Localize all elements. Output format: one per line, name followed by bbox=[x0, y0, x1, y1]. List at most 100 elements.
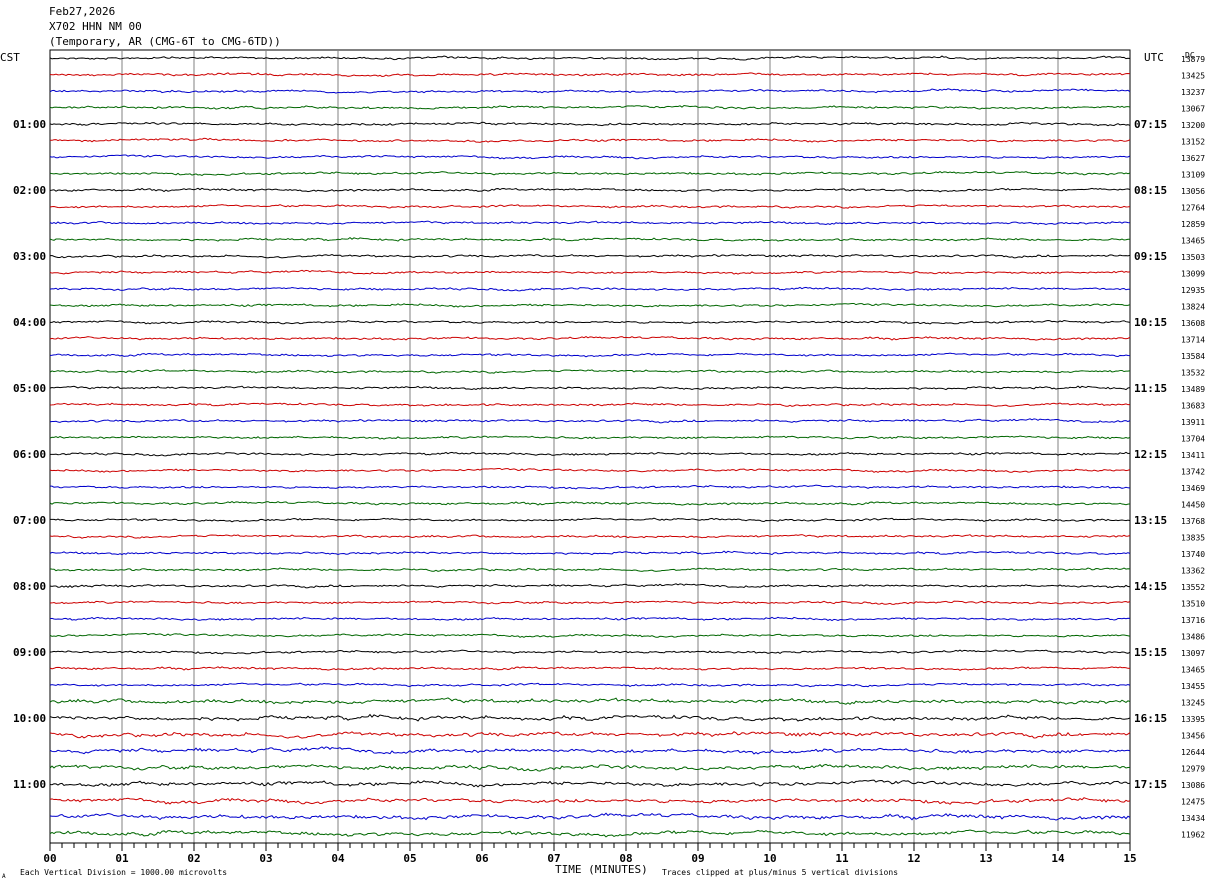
dc-offset-label: 13434 bbox=[1181, 814, 1205, 823]
dc-offset-label: 13362 bbox=[1181, 567, 1205, 576]
trace-line bbox=[50, 451, 1131, 457]
trace-line bbox=[49, 616, 1131, 622]
trace-line bbox=[49, 154, 1131, 160]
right-hour-label: 11:15 bbox=[1134, 382, 1167, 395]
left-hour-label: 01:00 bbox=[13, 118, 46, 131]
trace-line bbox=[49, 418, 1131, 424]
right-hour-label: 08:15 bbox=[1134, 184, 1167, 197]
x-tick-label: 02 bbox=[187, 852, 200, 865]
trace-line bbox=[49, 632, 1131, 638]
dc-offset-label: 13465 bbox=[1181, 666, 1205, 675]
dc-offset-label: 13608 bbox=[1181, 319, 1205, 328]
trace-line bbox=[49, 369, 1131, 374]
left-hour-label: 02:00 bbox=[13, 184, 46, 197]
right-hour-label: 10:15 bbox=[1134, 316, 1167, 329]
right-hour-label: 17:15 bbox=[1134, 778, 1167, 791]
plot-frame bbox=[49, 49, 1131, 844]
x-tick-label: 12 bbox=[907, 852, 920, 865]
trace-line bbox=[49, 812, 1131, 821]
dc-offset-label: 13469 bbox=[1181, 484, 1205, 493]
dc-offset-label: 12644 bbox=[1181, 748, 1205, 757]
trace-line bbox=[49, 302, 1131, 308]
trace-line bbox=[49, 121, 1131, 127]
dc-offset-label: 13245 bbox=[1181, 699, 1205, 708]
trace-line bbox=[49, 779, 1131, 788]
trace-line bbox=[49, 237, 1131, 242]
left-hour-label: 09:00 bbox=[13, 646, 46, 659]
seismic-traces bbox=[49, 55, 1131, 838]
x-tick-label: 14 bbox=[1051, 852, 1065, 865]
x-tick-label: 03 bbox=[259, 852, 272, 865]
x-tick-label: 15 bbox=[1123, 852, 1136, 865]
dc-header-label: DC bbox=[1185, 51, 1195, 60]
trace-line bbox=[49, 731, 1131, 739]
dc-offset-label: 13097 bbox=[1181, 649, 1205, 658]
trace-line bbox=[49, 88, 1131, 94]
dc-offset-label: 12764 bbox=[1181, 204, 1205, 213]
left-hour-labels: 01:00 02:00 03:00 04:00 05:00 06:00 07:00 08:00… bbox=[13, 118, 46, 791]
x-tick-label: 09 bbox=[691, 852, 704, 865]
trace-line bbox=[49, 500, 1131, 506]
right-hour-label: 15:15 bbox=[1134, 646, 1167, 659]
dc-offset-label: 11962 bbox=[1181, 831, 1205, 840]
left-hour-label: 07:00 bbox=[13, 514, 46, 527]
trace-line bbox=[49, 170, 1131, 177]
trace-line bbox=[49, 550, 1131, 556]
trace-line bbox=[49, 104, 1131, 110]
left-hour-label: 04:00 bbox=[13, 316, 46, 329]
trace-line bbox=[49, 534, 1131, 539]
trace-line bbox=[49, 713, 1131, 722]
trace-line bbox=[50, 517, 1131, 523]
x-tick-label: 05 bbox=[403, 852, 416, 865]
dc-offset-label: 13716 bbox=[1181, 616, 1205, 625]
trace-line bbox=[49, 72, 1131, 77]
x-tick-label: 10 bbox=[763, 852, 776, 865]
dc-offset-label: 13456 bbox=[1181, 732, 1205, 741]
dc-offset-label: 13109 bbox=[1181, 171, 1205, 180]
dc-offset-label: 13714 bbox=[1181, 336, 1205, 345]
dc-offset-label: 13503 bbox=[1181, 253, 1205, 262]
trace-line bbox=[49, 797, 1131, 805]
dc-offset-label: 13056 bbox=[1181, 187, 1205, 196]
dc-offset-label: 13824 bbox=[1181, 303, 1205, 312]
right-hour-label: 12:15 bbox=[1134, 448, 1167, 461]
right-hour-label: 14:15 bbox=[1134, 580, 1167, 593]
dc-offset-label: 13486 bbox=[1181, 633, 1205, 642]
dc-offset-label: 13465 bbox=[1181, 237, 1205, 246]
right-hour-label: 13:15 bbox=[1134, 514, 1167, 527]
x-axis-title: TIME (MINUTES) bbox=[555, 863, 648, 876]
trace-line bbox=[49, 137, 1131, 143]
dc-offset-label: 13740 bbox=[1181, 550, 1205, 559]
scale-note: Each Vertical Division = 1000.00 microvo… bbox=[20, 868, 227, 877]
trace-line bbox=[49, 467, 1131, 473]
corner-mark: A bbox=[2, 873, 6, 880]
trace-line bbox=[49, 187, 1131, 193]
left-hour-label: 11:00 bbox=[13, 778, 46, 791]
right-timezone-label: UTC bbox=[1144, 51, 1164, 64]
x-tick-label: 08 bbox=[619, 852, 632, 865]
x-tick-label: 06 bbox=[475, 852, 489, 865]
dc-offset-label: 13395 bbox=[1181, 715, 1205, 724]
trace-line bbox=[49, 484, 1131, 490]
dc-offset-label: 13237 bbox=[1181, 88, 1205, 97]
dc-offset-label: 13455 bbox=[1181, 682, 1205, 691]
trace-line bbox=[49, 253, 1131, 259]
trace-line bbox=[49, 385, 1131, 391]
dc-offset-label: 13627 bbox=[1181, 154, 1205, 163]
trace-line bbox=[49, 319, 1131, 325]
x-tick-label: 11 bbox=[835, 852, 849, 865]
dc-offset-label: 13411 bbox=[1181, 451, 1205, 460]
trace-line bbox=[49, 583, 1131, 589]
trace-line bbox=[49, 352, 1131, 358]
dc-offset-label: 12979 bbox=[1181, 765, 1205, 774]
dc-offset-label: 13067 bbox=[1181, 105, 1205, 114]
right-hour-labels: 07:15 08:15 09:15 10:15 11:15 12:15 13:15 14:15… bbox=[1134, 118, 1167, 791]
left-hour-label: 10:00 bbox=[13, 712, 46, 725]
x-tick-label: 00 bbox=[43, 852, 56, 865]
trace-line bbox=[49, 682, 1131, 688]
dc-offset-label: 13835 bbox=[1181, 534, 1205, 543]
right-hour-label: 07:15 bbox=[1134, 118, 1167, 131]
dc-offset-label: 12475 bbox=[1181, 798, 1205, 807]
trace-line bbox=[49, 600, 1131, 605]
left-hour-label: 06:00 bbox=[13, 448, 46, 461]
